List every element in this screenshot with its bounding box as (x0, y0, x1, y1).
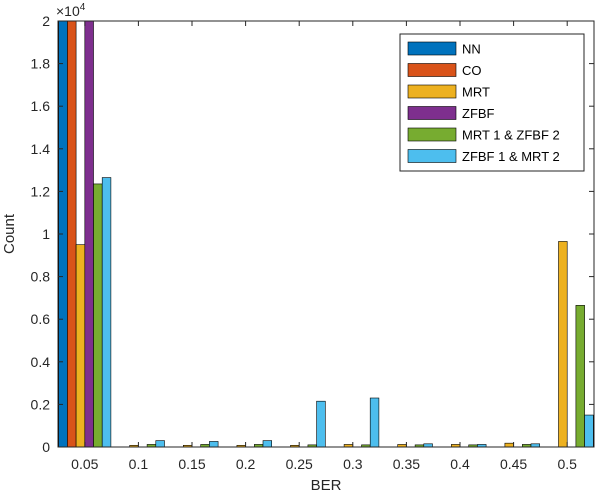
y-tick-label: 0 (42, 439, 50, 455)
bar-mrt-1-zfbf-2-0.5 (575, 305, 585, 448)
legend-label: MRT (462, 85, 490, 100)
legend-label: MRT 1 & ZFBF 2 (462, 128, 560, 143)
legend-label: ZFBF 1 & MRT 2 (462, 149, 560, 164)
bar-zfbf-1-mrt-2-0.25 (316, 400, 326, 448)
y-tick-label: 1.2 (31, 183, 51, 199)
legend-label: CO (462, 63, 482, 78)
bar-zfbf-1-mrt-2-0.5 (584, 414, 594, 448)
y-tick-label: 0.8 (31, 269, 51, 285)
y-tick-label: 0.2 (31, 396, 51, 412)
x-tick-label: 0.15 (178, 456, 205, 472)
x-tick-label: 0.25 (286, 456, 313, 472)
y-tick-label: 0.4 (31, 354, 51, 370)
y-tick-label: 0.6 (31, 311, 51, 327)
x-tick-label: 0.3 (343, 456, 363, 472)
y-scale-factor: ×104 (56, 2, 86, 19)
bar-zfbf-1-mrt-2-0.05 (101, 177, 112, 448)
y-scale-exponent: 4 (80, 2, 86, 13)
y-tick-label: 2 (42, 13, 50, 29)
bar-zfbf-1-mrt-2-0.2 (262, 440, 272, 448)
y-tick-label: 1.8 (31, 56, 51, 72)
x-tick-label: 0.1 (129, 456, 149, 472)
x-tick-label: 0.35 (393, 456, 420, 472)
legend-swatch (407, 63, 457, 77)
legend-swatch (407, 106, 457, 120)
x-ticks: 0.05 0.1 0.15 0.2 0.25 0.3 0.35 0.4 0.45 0.5 (71, 21, 577, 472)
legend-swatch (407, 41, 457, 56)
bar-zfbf-1-mrt-2-0.3 (369, 397, 380, 448)
legend-box (399, 33, 585, 172)
x-axis-label: BER (311, 477, 342, 494)
bar-zfbf-1-mrt-2-0.15 (209, 441, 219, 448)
x-tick-label: 0.45 (500, 456, 527, 472)
legend-swatch (407, 84, 457, 99)
bar-co-0.05 (67, 20, 77, 448)
legend-label: NN (462, 42, 481, 57)
legend: NN CO MRT ZFBF MRT 1 & ZFBF 2 ZFBF 1 & MRT 2 (399, 33, 585, 172)
bar-mrt-0.05 (75, 244, 86, 448)
y-tick-label: 1.4 (31, 141, 51, 157)
legend-swatch (407, 149, 457, 163)
y-ticks: 0 0.2 0.4 0.6 0.8 1 1.2 1.4 1.6 1.8 2 (31, 13, 594, 455)
x-tick-label: 0.05 (71, 456, 98, 472)
x-tick-label: 0.2 (236, 456, 256, 472)
y-axis-label: Count (1, 213, 18, 254)
y-tick-label: 1 (42, 226, 50, 242)
bar-zfbf-1-mrt-2-0.1 (155, 440, 165, 448)
x-tick-label: 0.4 (450, 456, 470, 472)
bar-mrt-1-zfbf-2-0.05 (93, 183, 103, 448)
y-tick-label: 1.6 (31, 98, 51, 114)
bar-zfbf-0.05 (84, 20, 94, 448)
legend-swatch (407, 127, 457, 142)
bar-mrt-0.45 (504, 442, 514, 448)
legend-label: ZFBF (462, 106, 495, 121)
x-tick-label: 0.5 (557, 456, 577, 472)
bar-mrt-0.5 (558, 241, 568, 448)
